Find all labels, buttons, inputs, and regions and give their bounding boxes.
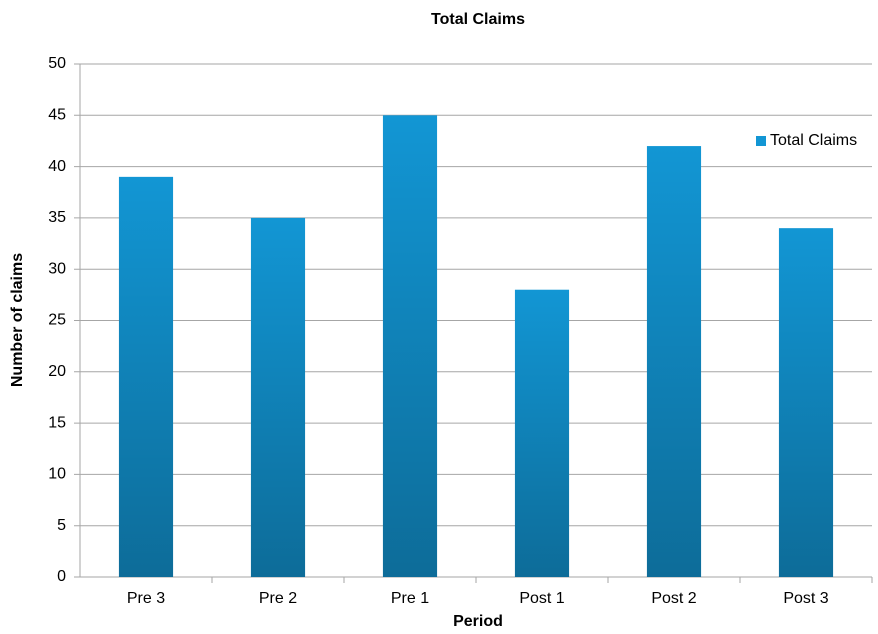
chart-title: Total Claims [431,11,525,28]
x-tick-label: Post 2 [651,590,696,607]
y-tick-label: 0 [57,568,66,585]
legend-label: Total Claims [770,132,857,149]
y-tick-label: 20 [48,363,66,380]
bar [778,228,834,577]
bar [250,217,306,577]
y-tick-label: 5 [57,517,66,534]
legend-swatch [756,136,766,146]
x-tick-label: Post 3 [783,590,828,607]
y-tick-label: 50 [48,55,66,72]
x-tick-label: Pre 1 [391,590,429,607]
y-tick-label: 10 [48,466,66,483]
y-tick-label: 35 [48,209,66,226]
y-tick-label: 15 [48,414,66,431]
x-tick-label: Pre 3 [127,590,165,607]
x-tick-label: Post 1 [519,590,564,607]
bar [118,176,174,578]
y-axis-label: Number of claims [9,253,26,387]
y-tick-label: 40 [48,158,66,175]
y-tick-label: 45 [48,107,66,124]
bar [646,146,702,577]
x-axis-label: Period [453,613,503,630]
y-tick-label: 30 [48,260,66,277]
x-tick-label: Pre 2 [259,590,297,607]
bar [514,289,570,577]
bar [382,115,438,578]
y-tick-label: 25 [48,312,66,329]
